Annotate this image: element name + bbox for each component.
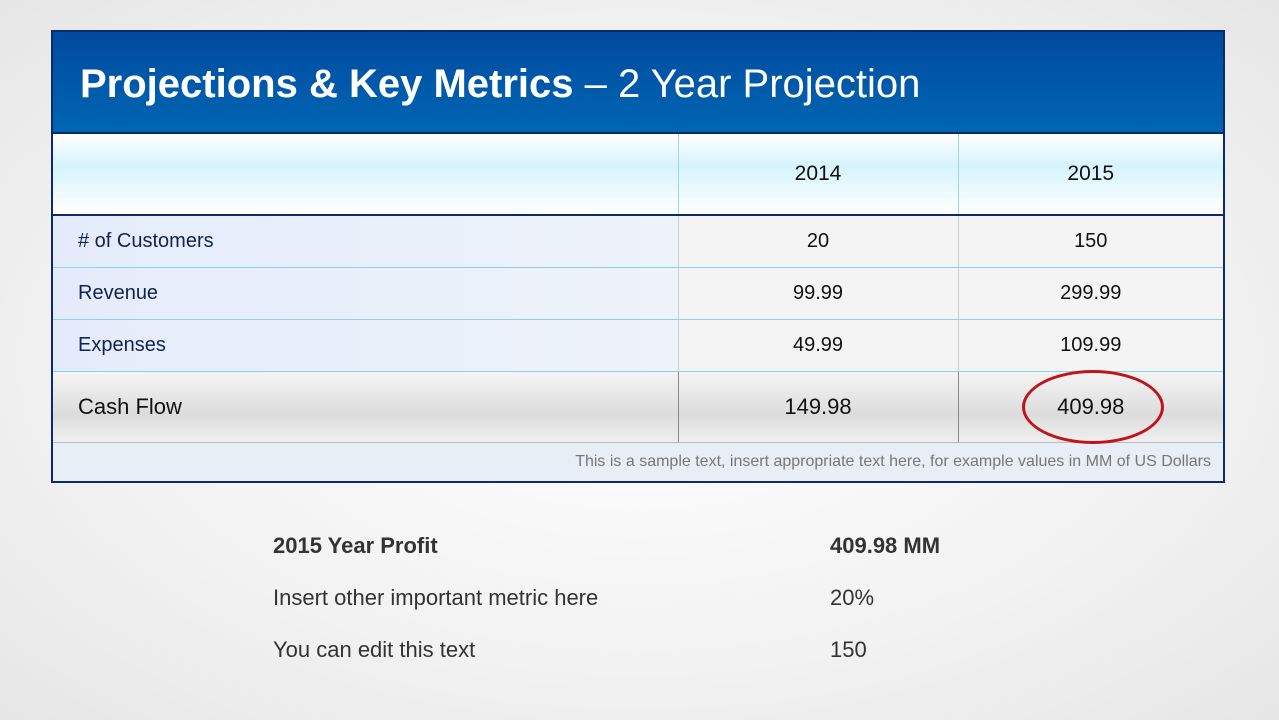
cell: Expenses [53, 319, 678, 372]
cell: 49.99 [677, 319, 958, 372]
metric-value: 409.98 MM [830, 533, 941, 558]
note: This is a sample text, insert appropriat… [575, 453, 1211, 470]
metric-label: You can edit this text [273, 637, 476, 662]
column-header: 2014 [677, 134, 958, 216]
highlight-circle [1022, 370, 1164, 444]
metric-label: 2015 Year Profit [273, 533, 438, 558]
table: 2014 2015 # of Customers 20 150 Revenue 99.99 2… [53, 134, 1223, 443]
title-bold: Projections & Key Metrics [80, 62, 574, 106]
cell: Revenue [53, 267, 678, 320]
cell: # of Customers [53, 215, 678, 268]
title-rest: – 2 Year Projection [584, 62, 921, 106]
metric-label: Insert other important metric here [273, 585, 599, 610]
table-row: Expenses 49.99 109.99 [53, 319, 1223, 372]
metric-row: You can edit this text 150 [273, 624, 940, 676]
table-row: # of Customers 20 150 [53, 215, 1223, 268]
metrics: 2015 Year Profit 409.98 MM Insert other im… [273, 520, 940, 676]
cell: 99.99 [677, 267, 958, 320]
title: Projections & Key Metrics – 2 Year Proje… [53, 32, 1223, 134]
metric-row: Insert other important metric here 20% [273, 572, 940, 624]
metric-value: 20% [830, 585, 875, 610]
column-header [53, 134, 678, 216]
table-row: Revenue 99.99 299.99 [53, 267, 1223, 320]
cell: 20 [677, 215, 958, 268]
metric-value: 150 [830, 637, 867, 662]
table-frame: Projections & Key Metrics – 2 Year Proje… [51, 30, 1225, 483]
column-header: 2015 [957, 134, 1223, 216]
cell: 109.99 [957, 319, 1223, 372]
cell: 150 [957, 215, 1223, 268]
metric-row: 2015 Year Profit 409.98 MM [273, 520, 940, 572]
cell: 299.99 [957, 267, 1223, 320]
header-row: 2014 2015 [53, 134, 1223, 216]
cell: Cash Flow [53, 371, 678, 443]
cell: 149.98 [677, 371, 958, 443]
